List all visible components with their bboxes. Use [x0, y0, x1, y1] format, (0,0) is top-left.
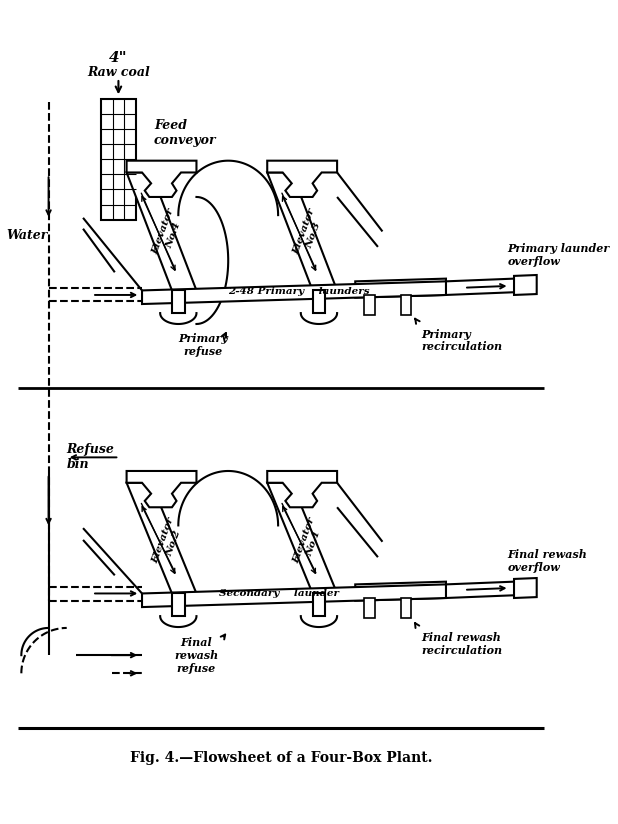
Text: Fig. 4.—Flowsheet of a Four-Box Plant.: Fig. 4.—Flowsheet of a Four-Box Plant.: [130, 751, 433, 765]
Bar: [313, 593, 325, 616]
Bar: [101, 99, 136, 220]
Text: Primary launder
overflow: Primary launder overflow: [507, 243, 610, 267]
Polygon shape: [514, 275, 536, 295]
Polygon shape: [127, 161, 197, 197]
Text: Final
rewash
refuse: Final rewash refuse: [174, 637, 219, 673]
Polygon shape: [127, 471, 197, 508]
Bar: [400, 598, 412, 618]
Polygon shape: [355, 279, 446, 297]
Text: 2-48 Primary    launders: 2-48 Primary launders: [228, 287, 370, 296]
Polygon shape: [514, 578, 536, 598]
Text: Primary
refuse: Primary refuse: [178, 333, 228, 357]
Bar: [365, 598, 375, 618]
Polygon shape: [142, 281, 446, 304]
Polygon shape: [355, 582, 446, 601]
Text: Secondary    launder: Secondary launder: [219, 589, 339, 598]
Polygon shape: [267, 471, 337, 508]
Text: Final rewash
recirculation: Final rewash recirculation: [421, 633, 502, 656]
Text: 4": 4": [109, 51, 128, 65]
Text: Elevator
No.2: Elevator No.2: [151, 516, 186, 568]
Text: Elevator
No.4: Elevator No.4: [151, 207, 186, 260]
Text: Elevator
No.1: Elevator No.1: [292, 516, 326, 568]
Polygon shape: [267, 483, 337, 593]
Bar: [172, 593, 185, 616]
Text: Final rewash
overflow: Final rewash overflow: [507, 549, 588, 573]
Text: Elevator
No.3: Elevator No.3: [292, 207, 326, 260]
Bar: [313, 290, 325, 313]
Bar: [365, 295, 375, 315]
Polygon shape: [267, 172, 337, 290]
Bar: [400, 295, 412, 315]
Polygon shape: [127, 483, 197, 593]
Text: Primary
recirculation: Primary recirculation: [421, 329, 502, 353]
Polygon shape: [267, 161, 337, 197]
Text: Raw coal: Raw coal: [87, 66, 150, 79]
Polygon shape: [142, 584, 446, 607]
Text: Refuse
bin: Refuse bin: [67, 443, 114, 471]
Polygon shape: [127, 172, 197, 290]
Text: Water: Water: [6, 229, 48, 242]
Text: Feed
conveyor: Feed conveyor: [154, 119, 216, 147]
Bar: [172, 290, 185, 313]
